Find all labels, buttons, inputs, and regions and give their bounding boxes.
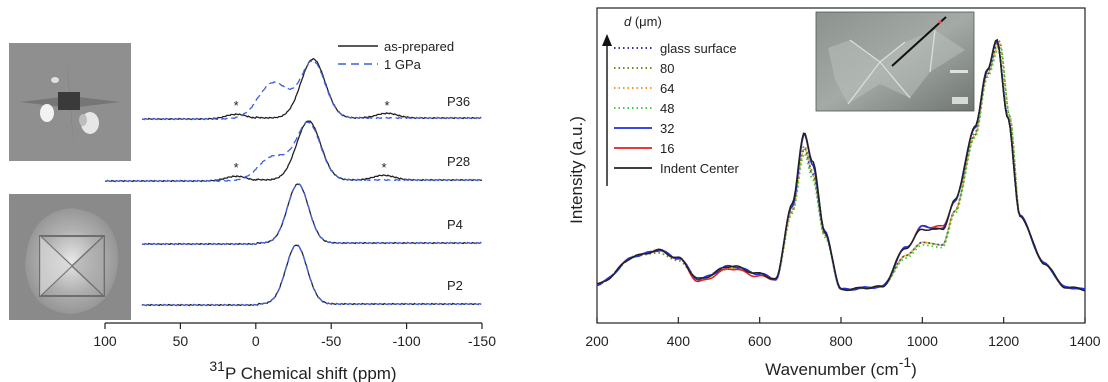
nmr-stack-label-p2: P2 — [447, 278, 463, 293]
nmr-traces — [104, 57, 483, 307]
nmr-legend-label-as-prepared: as-prepared — [384, 39, 454, 54]
raman-series — [596, 38, 1086, 292]
raman-x-tick-label-800: 800 — [829, 333, 853, 349]
nmr-x-ticks: 100 50 0 -50 -100 -150 — [93, 323, 496, 349]
nmr-x-tick-label-0: 0 — [252, 333, 260, 349]
nmr-panel: P36 P28 P4 P2 * * * * 100 50 0 -50 -100 -150 31P Ch… — [9, 39, 496, 382]
raman-legend-label-indent-center: Indent Center — [660, 161, 739, 176]
nmr-x-axis-label-sup: 31 — [209, 358, 225, 374]
nmr-legend: as-prepared 1 GPa — [338, 39, 454, 72]
raman-legend-label-32: 32 — [660, 121, 674, 136]
raman-x-axis-label-sup: -1 — [899, 354, 912, 370]
raman-legend-label-16: 16 — [660, 141, 674, 156]
nmr-annotation-star-1: * — [384, 98, 389, 113]
nmr-x-tick-label-50: 50 — [173, 333, 189, 349]
raman-x-axis-label-text: Wavenumber (cm — [765, 360, 899, 379]
raman-y-axis-label: Intensity (a.u.) — [567, 116, 586, 224]
nmr-trace-as-prepared-p28 — [104, 120, 483, 183]
raman-legend-label-glass-surface: glass surface — [660, 41, 737, 56]
raman-legend-title-italic: d — [624, 14, 632, 29]
nmr-trace-1-gpa-p2 — [141, 244, 482, 307]
nmr-stack-label-p36: P36 — [447, 94, 470, 109]
raman-x-axis-label-tail: ) — [911, 360, 917, 379]
nmr-annotation-star-3: * — [381, 160, 386, 175]
raman-series-80 — [596, 39, 1085, 291]
nmr-x-tick-label-150: -150 — [468, 333, 496, 349]
raman-legend-arrowhead-icon — [602, 34, 612, 46]
nmr-trace-as-prepared-p36 — [141, 57, 482, 121]
raman-legend-title: d (μm) — [624, 14, 662, 29]
nmr-x-tick-label-50: -50 — [321, 333, 341, 349]
nmr-trace-1-gpa-p36 — [141, 59, 482, 121]
nmr-stack-label-p4: P4 — [447, 217, 463, 232]
raman-x-tick-label-1400: 1400 — [1069, 333, 1100, 349]
raman-inset-micrograph — [815, 11, 975, 112]
raman-legend-label-48: 48 — [660, 101, 674, 116]
raman-panel: 200 400 600 800 1000 1200 1400 Intensity (a.u.… — [567, 7, 1101, 379]
nmr-annotations: * * * * — [234, 98, 390, 175]
nmr-trace-1-gpa-p28 — [104, 121, 483, 183]
raman-x-tick-label-600: 600 — [748, 333, 772, 349]
indent-micrograph-top — [9, 43, 131, 161]
raman-x-tick-label-200: 200 — [585, 333, 609, 349]
raman-x-axis-label: Wavenumber (cm-1) — [765, 354, 917, 379]
raman-legend-title-rest: (μm) — [631, 14, 662, 29]
raman-series-indent-center — [596, 38, 1086, 292]
nmr-x-axis-label: 31P Chemical shift (ppm) — [209, 358, 396, 382]
raman-legend: d (μm) glass surface 80 64 48 32 16 Indent Cen… — [602, 14, 739, 186]
raman-x-ticks: 200 400 600 800 1000 1200 1400 — [585, 317, 1101, 349]
nmr-x-axis-label-text: P Chemical shift (ppm) — [225, 364, 397, 382]
raman-legend-entries: glass surface 80 64 48 32 16 Indent Center — [614, 41, 739, 176]
nmr-annotation-star-2: * — [234, 160, 239, 175]
nmr-x-tick-label-100: -100 — [393, 333, 421, 349]
nmr-x-tick-label-100: 100 — [93, 333, 117, 349]
nmr-trace-as-prepared-p4 — [141, 183, 482, 246]
raman-series-48 — [596, 45, 1085, 291]
raman-x-tick-label-400: 400 — [667, 333, 691, 349]
nmr-legend-label-1gpa: 1 GPa — [384, 57, 422, 72]
nmr-stack-label-p28: P28 — [447, 154, 470, 169]
nmr-stack-labels: P36 P28 P4 P2 — [447, 94, 470, 293]
nmr-annotation-star-0: * — [234, 98, 239, 113]
raman-legend-label-64: 64 — [660, 81, 674, 96]
nmr-trace-as-prepared-p2 — [141, 244, 482, 307]
indent-micrograph-bottom — [9, 194, 131, 320]
raman-x-tick-label-1000: 1000 — [907, 333, 938, 349]
raman-legend-label-80: 80 — [660, 61, 674, 76]
raman-x-tick-label-1200: 1200 — [988, 333, 1019, 349]
nmr-trace-1-gpa-p4 — [141, 183, 482, 246]
